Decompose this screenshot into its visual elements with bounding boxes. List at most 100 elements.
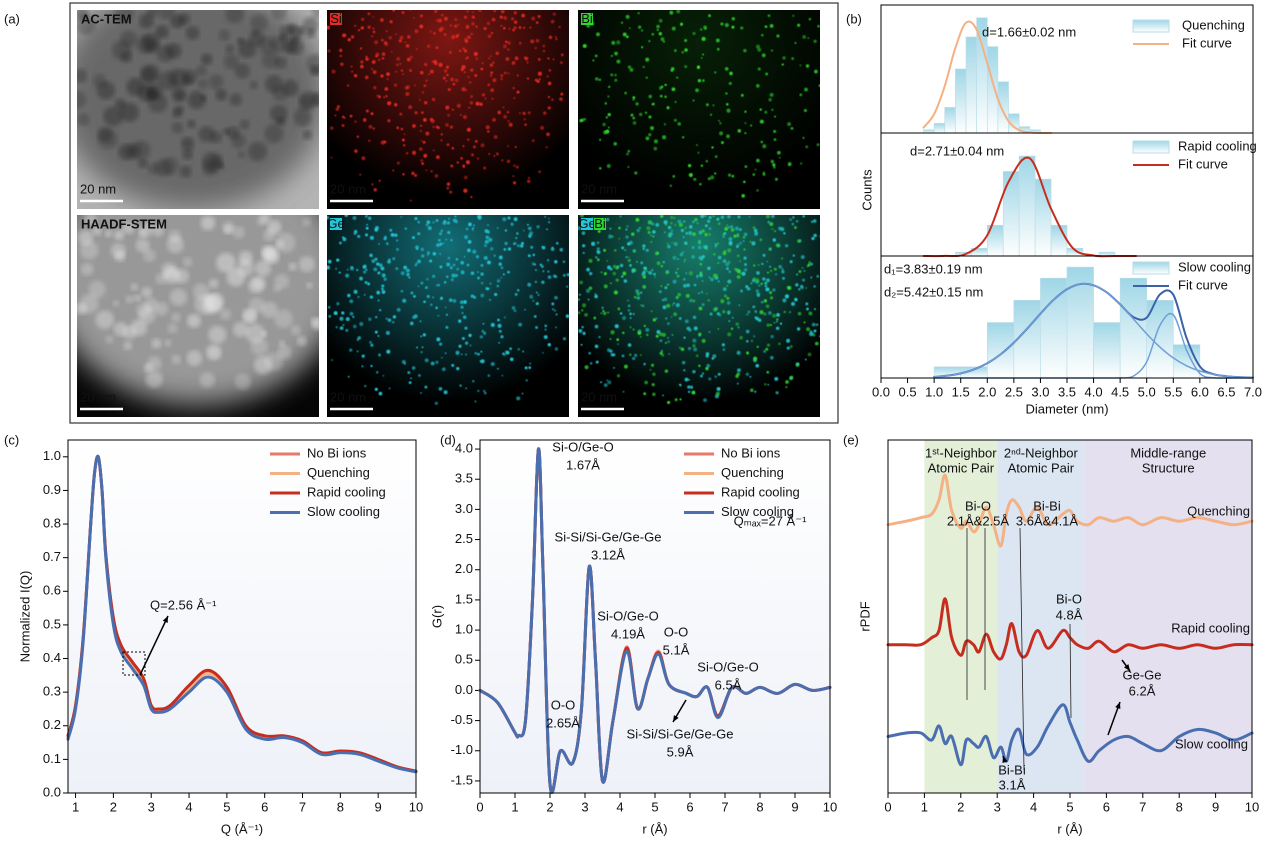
element-dot: [548, 69, 552, 72]
element-dot: [537, 14, 541, 19]
element-dot: [736, 275, 741, 279]
plot-frame: [479, 439, 831, 794]
element-dot: [675, 296, 679, 300]
element-dot: [599, 138, 602, 141]
element-dot: [365, 109, 370, 113]
texture-spot: [296, 335, 307, 347]
element-dot: [346, 268, 349, 271]
element-dot: [504, 241, 508, 246]
element-dot: [712, 215, 715, 218]
x-tick-label: 10: [823, 799, 837, 814]
scale-label: 20 nm: [581, 389, 617, 404]
element-dot: [460, 305, 464, 309]
plot-background: [68, 440, 416, 793]
element-dot: [454, 220, 459, 224]
panel-label: (d): [440, 432, 456, 447]
element-dot: [505, 350, 510, 355]
element-dot: [526, 179, 531, 184]
element-badge: [330, 218, 342, 230]
element-dot: [471, 22, 475, 26]
element-dot: [387, 119, 391, 123]
element-dot: [465, 353, 468, 356]
element-dot: [507, 270, 510, 274]
histogram-bar: [986, 322, 1015, 379]
element-dot: [670, 215, 674, 219]
element-dot: [412, 16, 415, 19]
element-dot: [669, 184, 673, 188]
element-dot: [797, 311, 802, 316]
element-dot: [620, 21, 624, 24]
texture-spot: [95, 310, 115, 329]
element-dot: [440, 229, 444, 233]
element-dot: [769, 222, 774, 227]
element-dot: [460, 260, 465, 265]
element-dot: [437, 283, 441, 287]
element-dot: [419, 70, 424, 75]
element-dot: [439, 252, 442, 255]
element-dot: [490, 71, 494, 75]
texture-spot: [311, 10, 319, 19]
element-dot: [760, 282, 764, 286]
element-dot: [429, 30, 432, 33]
element-dot: [612, 264, 617, 269]
element-dot: [384, 42, 389, 46]
element-dot: [381, 57, 385, 60]
element-dot: [396, 63, 399, 67]
element-dot: [763, 312, 767, 316]
element-dot: [427, 226, 432, 231]
element-dot: [608, 85, 611, 88]
element-dot: [450, 278, 454, 282]
element-dot: [446, 182, 451, 186]
element-dot: [736, 372, 740, 376]
element-dot: [499, 15, 503, 19]
element-dot: [692, 232, 696, 237]
element-dot: [524, 123, 527, 126]
element-dot: [642, 65, 645, 68]
element-dot: [423, 153, 428, 158]
element-dot: [376, 371, 379, 374]
element-dot: [752, 264, 756, 267]
guide-line: [1019, 527, 1025, 771]
element-dot: [770, 49, 774, 52]
texture-spot: [147, 92, 168, 113]
element-dot: [426, 277, 429, 281]
element-dot: [808, 311, 813, 316]
histogram-bar: [955, 68, 967, 134]
element-dot: [731, 174, 735, 178]
element-dot: [411, 366, 416, 370]
element-dot: [413, 294, 416, 298]
element-dot: [378, 391, 383, 396]
element-dot: [658, 86, 663, 90]
histogram-bar: [997, 81, 1009, 134]
x-tick-label: 6.0: [1191, 384, 1209, 399]
element-dot: [698, 364, 701, 368]
element-dot: [603, 130, 608, 135]
element-dot: [692, 344, 696, 348]
element-dot: [480, 272, 484, 276]
annotation: Bi-Bi: [998, 762, 1026, 777]
element-dot: [597, 229, 601, 233]
element-dot: [463, 71, 466, 74]
element-dot: [444, 352, 447, 355]
element-dot: [705, 103, 709, 107]
element-dot: [559, 61, 563, 65]
element-dot: [632, 96, 636, 100]
element-dot: [410, 291, 414, 295]
element-dot: [674, 223, 677, 226]
element-dot: [374, 330, 378, 334]
element-dot: [774, 177, 778, 181]
element-dot: [731, 17, 736, 21]
element-dot: [524, 366, 528, 370]
y-tick-label: 0.0: [455, 682, 473, 697]
plot-background: [480, 440, 830, 793]
texture-spot: [222, 221, 235, 234]
x-tick-label: 5: [651, 799, 658, 814]
element-dot: [679, 22, 684, 26]
element-dot: [414, 217, 418, 221]
element-dot: [767, 14, 771, 18]
element-dot: [491, 97, 494, 100]
element-dot: [552, 12, 556, 16]
element-dot: [715, 38, 720, 43]
element-dot: [371, 183, 374, 186]
element-dot: [408, 105, 413, 110]
